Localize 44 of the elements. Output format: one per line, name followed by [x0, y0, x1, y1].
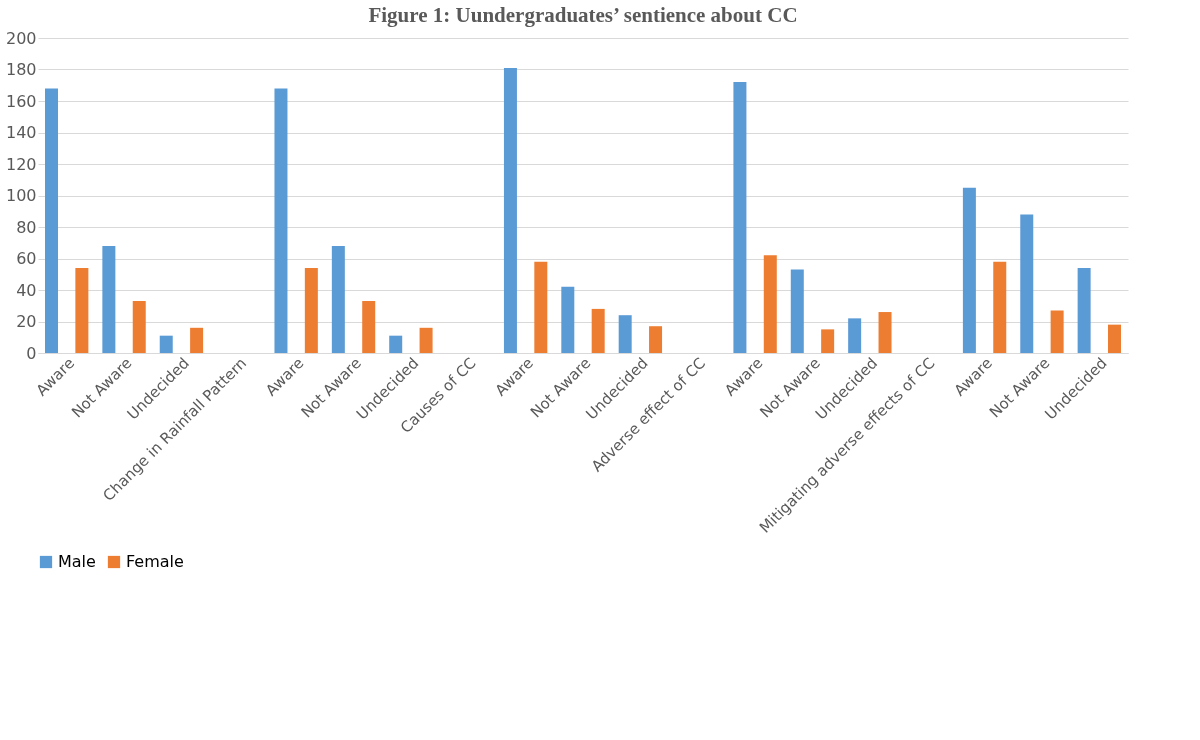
bar — [159, 335, 173, 353]
chart-title: Figure 1: Uundergraduates’ sentience about CC — [368, 3, 798, 27]
bar — [962, 187, 976, 353]
bar — [618, 315, 632, 353]
bar — [1020, 214, 1034, 353]
bar — [848, 318, 862, 353]
bar — [331, 245, 345, 353]
legend-label: Female — [126, 552, 184, 571]
y-tick-label: 140 — [5, 123, 37, 142]
y-tick-label: 200 — [5, 28, 37, 48]
bar — [419, 327, 433, 353]
bar — [503, 67, 517, 353]
y-tick-label: 100 — [5, 186, 37, 205]
bar — [1108, 324, 1121, 353]
bar — [75, 267, 89, 353]
bar — [274, 88, 288, 353]
bar — [733, 82, 747, 353]
y-tick-label: 40 — [16, 280, 37, 300]
bar — [102, 245, 116, 353]
bar — [561, 286, 575, 353]
bar — [45, 88, 58, 353]
bar — [304, 267, 318, 353]
bar — [993, 261, 1007, 353]
bar — [878, 312, 892, 353]
bar — [790, 269, 804, 353]
bar — [821, 329, 835, 353]
bar — [389, 335, 403, 353]
bar — [763, 255, 777, 353]
y-tick-label: 60 — [16, 249, 37, 268]
y-tick-label: 120 — [5, 154, 37, 174]
y-tick-label: 180 — [5, 60, 37, 79]
bar — [362, 301, 376, 353]
bar — [1077, 267, 1091, 353]
y-tick-label: 20 — [16, 312, 37, 331]
bar — [534, 261, 548, 353]
bar — [1050, 310, 1064, 353]
legend-label: Male — [58, 552, 96, 571]
y-tick-label: 160 — [5, 91, 37, 111]
bar — [649, 326, 663, 353]
y-tick-label: 0 — [26, 343, 37, 363]
bar — [591, 308, 605, 353]
bar — [132, 301, 146, 353]
y-tick-label: 80 — [16, 217, 37, 237]
bar — [190, 327, 204, 353]
